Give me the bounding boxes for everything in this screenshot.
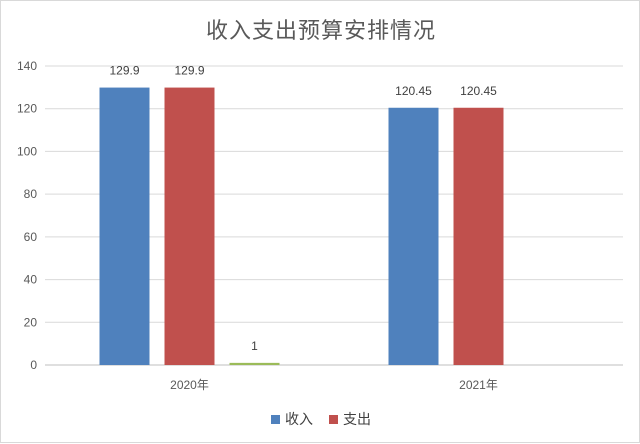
- legend-item-expense: 支出: [329, 409, 371, 429]
- chart-title: 收入支出预算安排情况: [205, 19, 436, 44]
- y-tick-label: 80: [24, 187, 38, 201]
- y-tick-label: 140: [17, 59, 37, 73]
- legend-label-expense: 支出: [343, 411, 371, 427]
- legend-label-income: 收入: [285, 411, 313, 427]
- data-label: 129.9: [109, 64, 139, 78]
- bar: [388, 107, 439, 366]
- y-tick-label: 20: [24, 315, 38, 329]
- x-tick-label: 2020年: [170, 378, 209, 392]
- legend-item-income: 收入: [271, 409, 313, 429]
- legend-swatch-income: [271, 414, 280, 424]
- legend: 收入 支出: [1, 409, 640, 429]
- data-label: 120.45: [395, 84, 432, 98]
- x-tick-label: 2021年: [459, 378, 498, 392]
- data-label: 120.45: [460, 84, 497, 98]
- data-label: 129.9: [174, 64, 204, 78]
- legend-swatch-expense: [329, 414, 338, 424]
- data-label: 1: [251, 339, 258, 353]
- y-tick-label: 120: [17, 102, 37, 116]
- bar: [99, 87, 150, 366]
- y-tick-label: 60: [24, 230, 38, 244]
- y-tick-label: 100: [17, 144, 37, 158]
- bar: [229, 362, 280, 365]
- bar: [164, 87, 215, 366]
- bar: [453, 107, 504, 366]
- y-tick-label: 0: [30, 358, 37, 372]
- y-tick-label: 40: [24, 273, 38, 287]
